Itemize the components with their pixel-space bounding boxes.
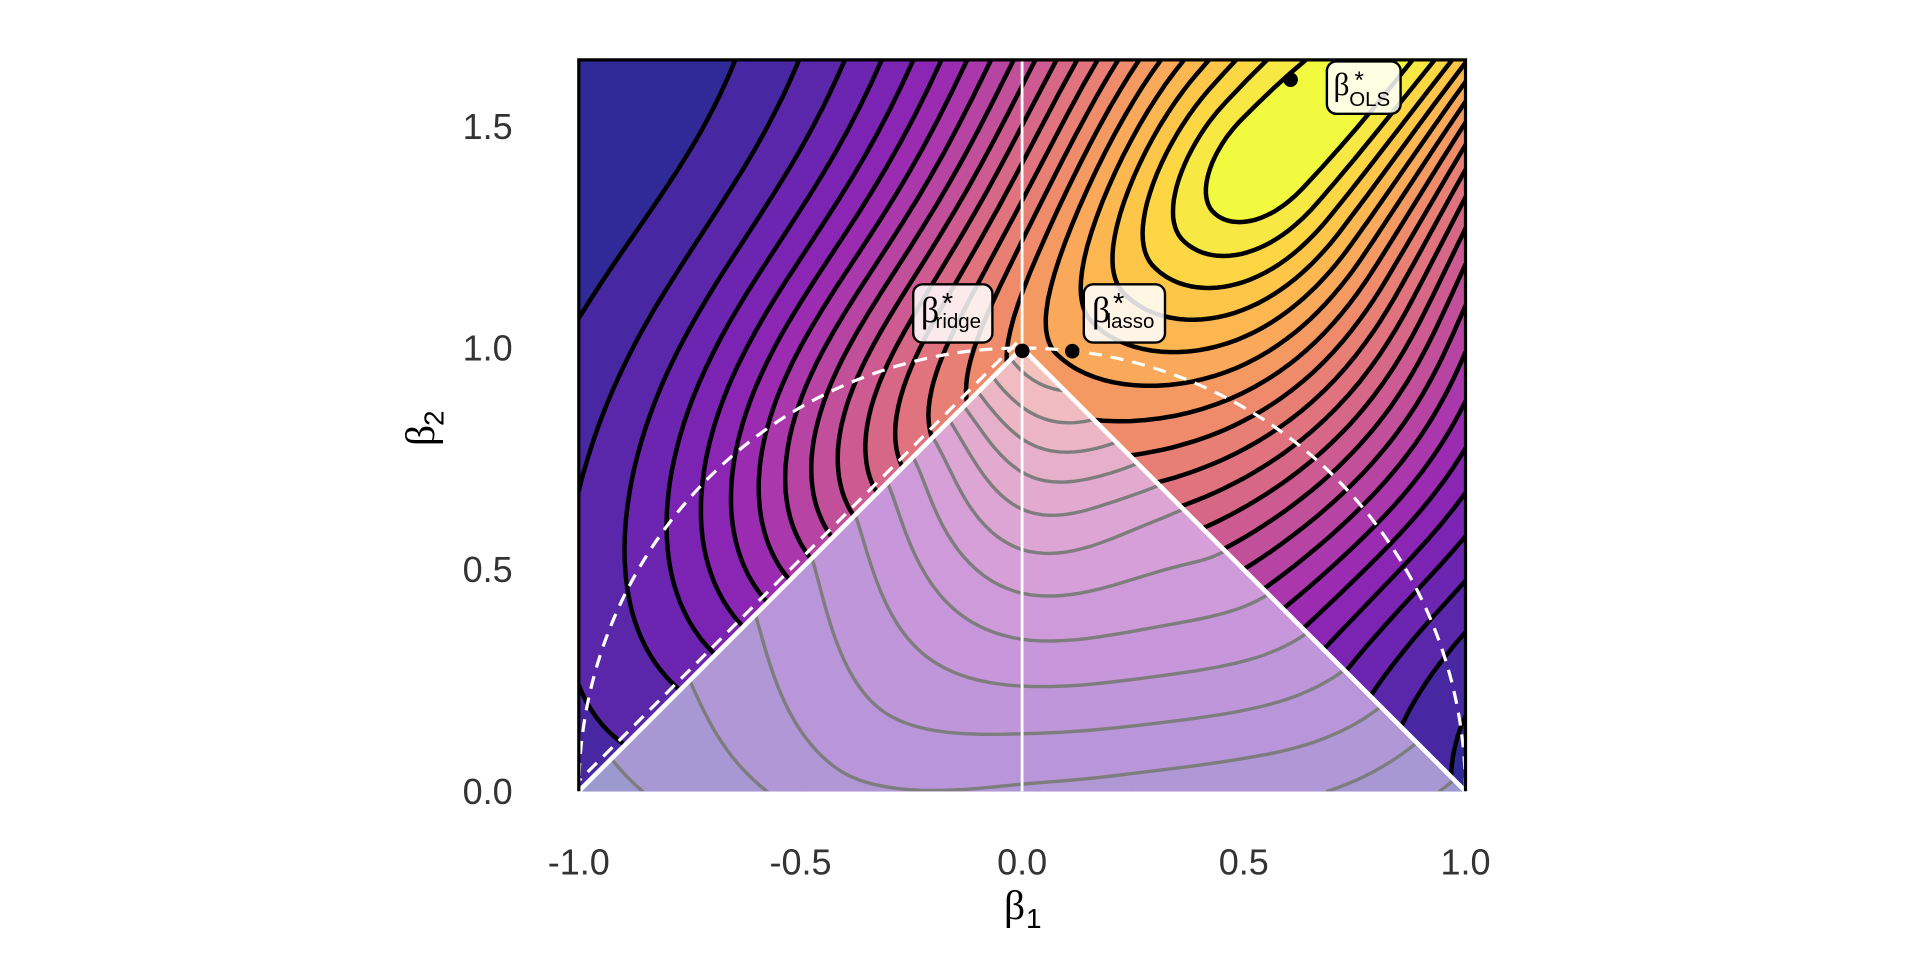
svg-text:0.0: 0.0 [997, 842, 1047, 883]
svg-text:*: * [1113, 288, 1124, 320]
svg-text:β: β [1334, 67, 1350, 102]
svg-text:β: β [1004, 882, 1025, 928]
svg-text:1: 1 [1026, 903, 1042, 934]
svg-text:β: β [397, 425, 443, 446]
svg-text:-0.5: -0.5 [769, 842, 831, 883]
svg-text:1.0: 1.0 [463, 328, 513, 369]
svg-text:lasso: lasso [1107, 310, 1155, 333]
svg-text:β: β [921, 290, 939, 330]
svg-text:2: 2 [419, 410, 450, 426]
svg-text:-1.0: -1.0 [548, 842, 610, 883]
svg-text:0.5: 0.5 [1219, 842, 1269, 883]
svg-text:*: * [942, 288, 953, 320]
svg-text:β: β [1092, 290, 1110, 330]
svg-text:1.0: 1.0 [1440, 842, 1490, 883]
svg-text:*: * [1355, 67, 1364, 94]
svg-text:0.0: 0.0 [463, 771, 513, 812]
svg-text:OLS: OLS [1349, 88, 1390, 111]
svg-text:0.5: 0.5 [463, 549, 513, 590]
svg-text:ridge: ridge [936, 310, 982, 333]
svg-text:1.5: 1.5 [463, 106, 513, 147]
